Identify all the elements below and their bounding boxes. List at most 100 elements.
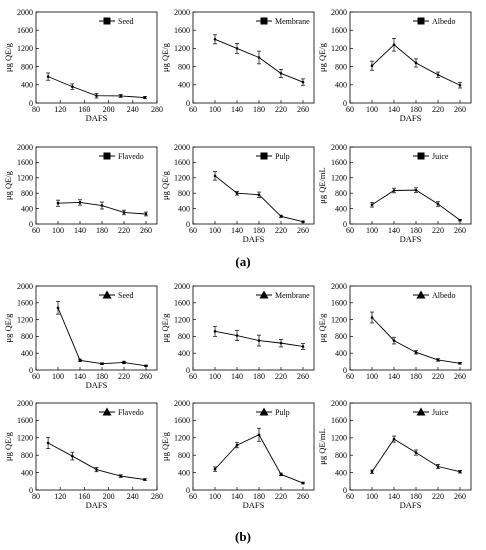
legend-triangle-marker (259, 290, 269, 299)
plot-frame (192, 285, 315, 371)
y-tick-label: 2000 (174, 399, 190, 408)
x-tick-label: 100 (366, 226, 378, 235)
plot-frame (192, 11, 315, 104)
y-tick-label: 1200 (174, 174, 190, 183)
x-tick-label: 260 (297, 492, 309, 501)
data-point (46, 75, 50, 78)
data-point (235, 47, 239, 50)
data-point (414, 61, 418, 65)
x-axis-label: DAFS (400, 113, 422, 123)
data-point (392, 339, 396, 342)
x-tick-label: 180 (253, 226, 265, 235)
y-tick-label: 1200 (174, 434, 190, 443)
x-tick-label: 180 (253, 372, 265, 381)
y-axis-label: μg QE/g (160, 170, 170, 200)
data-point (279, 72, 283, 75)
x-tick-label: 220 (275, 372, 287, 381)
legend-label: Seed (118, 17, 134, 26)
legend-square-marker (260, 152, 268, 160)
data-point (436, 358, 440, 362)
x-tick-label: 140 (74, 372, 86, 381)
y-tick-label: 2000 (17, 399, 33, 408)
data-point (414, 188, 418, 192)
y-tick-label: 800 (178, 451, 190, 460)
data-point (144, 212, 148, 216)
x-axis-label: DAFS (400, 500, 422, 510)
x-tick-label: 60 (346, 492, 354, 501)
x-tick-label: 60 (346, 372, 354, 381)
data-point (119, 474, 122, 478)
data-point (436, 465, 440, 468)
y-tick-label: 0 (186, 486, 190, 495)
legend-label: Juice (432, 152, 449, 161)
y-tick-label: 1200 (174, 44, 190, 53)
chart-a-4: 0 400 800 1200 1600 2000 60 100 140 180 220 260 μg Q… (3, 143, 158, 235)
data-point (370, 470, 374, 474)
data-point (257, 433, 261, 437)
data-point (235, 191, 239, 195)
legend-square-marker (417, 152, 425, 160)
legend-square-marker (103, 17, 111, 25)
y-tick-label: 2000 (174, 282, 190, 291)
x-tick-label: 220 (118, 226, 130, 235)
x-tick-label: 140 (231, 105, 243, 114)
x-tick-label: 140 (74, 226, 86, 235)
plot-frame (349, 402, 472, 491)
data-point (213, 330, 217, 333)
x-tick-label: 220 (432, 372, 444, 381)
y-tick-label: 400 (21, 468, 33, 477)
data-point (436, 202, 440, 206)
x-tick-label: 100 (52, 226, 64, 235)
y-tick-label: 800 (21, 332, 33, 341)
plot-frame (35, 402, 158, 491)
data-point (414, 351, 418, 354)
x-tick-label: 220 (432, 492, 444, 501)
data-point (458, 218, 462, 222)
legend-square-marker (417, 17, 425, 25)
x-tick-label: 120 (54, 492, 66, 501)
x-tick-label: 260 (140, 372, 152, 381)
series-line (214, 175, 304, 223)
data-point (46, 441, 50, 445)
y-tick-label: 1200 (331, 434, 347, 443)
series-line (371, 189, 461, 221)
data-point (235, 443, 239, 447)
x-tick-label: 100 (209, 226, 221, 235)
y-axis-label: μg QE/g (3, 42, 13, 72)
x-tick-label: 260 (454, 226, 466, 235)
y-tick-label: 0 (186, 220, 190, 229)
y-tick-label: 800 (335, 332, 347, 341)
x-tick-label: 60 (346, 105, 354, 114)
legend-triangle-marker (416, 290, 426, 299)
y-tick-label: 800 (335, 451, 347, 460)
x-tick-label: 260 (297, 226, 309, 235)
y-tick-label: 2000 (331, 8, 347, 17)
data-point (119, 94, 122, 98)
x-tick-label: 220 (275, 492, 287, 501)
data-point (301, 80, 305, 84)
y-tick-label: 400 (178, 81, 190, 90)
data-point (279, 341, 283, 345)
data-point (213, 174, 217, 178)
y-tick-label: 400 (21, 81, 33, 90)
x-tick-label: 200 (103, 105, 115, 114)
y-axis-label: μg QE/g (3, 313, 13, 343)
y-tick-label: 1200 (17, 44, 33, 53)
y-tick-label: 0 (186, 366, 190, 375)
data-point (392, 437, 396, 441)
x-tick-label: 140 (388, 492, 400, 501)
y-tick-label: 1200 (331, 174, 347, 183)
y-tick-label: 400 (335, 81, 347, 90)
x-tick-label: 260 (454, 372, 466, 381)
y-axis-label: μg QE/g (3, 170, 13, 200)
x-tick-label: 240 (127, 492, 139, 501)
data-point (122, 361, 126, 364)
y-tick-label: 1200 (17, 174, 33, 183)
series-line (47, 442, 145, 481)
y-tick-label: 800 (335, 62, 347, 71)
chart-b-1: 0 400 800 1200 1600 2000 60 100 140 180 220 260 DAFS… (3, 282, 158, 390)
x-tick-label: 60 (189, 492, 197, 501)
chart-b-6: 0 400 800 1200 1600 2000 60 100 140 180 220 260 DAFS… (317, 399, 472, 510)
x-tick-label: 160 (78, 105, 90, 114)
data-point (370, 203, 374, 207)
